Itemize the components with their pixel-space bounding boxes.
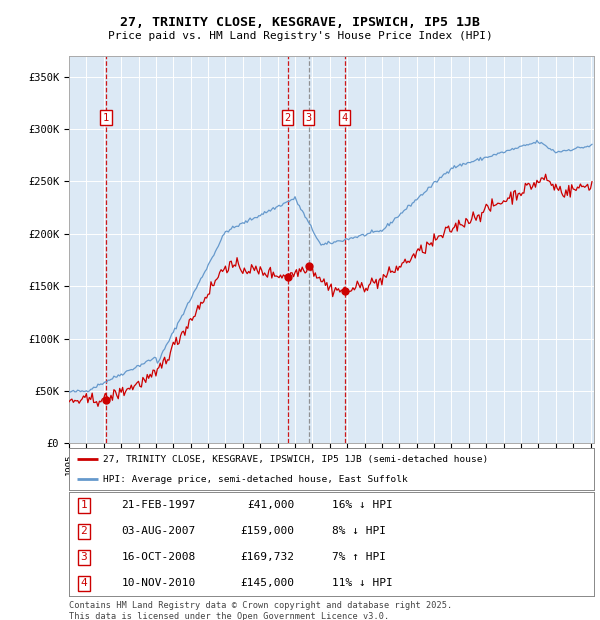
Text: 3: 3: [80, 552, 87, 562]
Text: £145,000: £145,000: [241, 578, 295, 588]
Text: 3: 3: [305, 113, 312, 123]
Text: 2: 2: [80, 526, 87, 536]
Text: 4: 4: [80, 578, 87, 588]
Text: 16% ↓ HPI: 16% ↓ HPI: [331, 500, 392, 510]
Text: £159,000: £159,000: [241, 526, 295, 536]
Text: HPI: Average price, semi-detached house, East Suffolk: HPI: Average price, semi-detached house,…: [103, 475, 408, 484]
Text: 16-OCT-2008: 16-OCT-2008: [121, 552, 196, 562]
Text: Price paid vs. HM Land Registry's House Price Index (HPI): Price paid vs. HM Land Registry's House …: [107, 31, 493, 41]
Text: 21-FEB-1997: 21-FEB-1997: [121, 500, 196, 510]
Text: 7% ↑ HPI: 7% ↑ HPI: [331, 552, 386, 562]
Text: 10-NOV-2010: 10-NOV-2010: [121, 578, 196, 588]
Text: £169,732: £169,732: [241, 552, 295, 562]
Text: 27, TRINITY CLOSE, KESGRAVE, IPSWICH, IP5 1JB (semi-detached house): 27, TRINITY CLOSE, KESGRAVE, IPSWICH, IP…: [103, 454, 488, 464]
Text: 8% ↓ HPI: 8% ↓ HPI: [331, 526, 386, 536]
Text: 11% ↓ HPI: 11% ↓ HPI: [331, 578, 392, 588]
Text: 1: 1: [80, 500, 87, 510]
Text: £41,000: £41,000: [248, 500, 295, 510]
Text: 27, TRINITY CLOSE, KESGRAVE, IPSWICH, IP5 1JB: 27, TRINITY CLOSE, KESGRAVE, IPSWICH, IP…: [120, 17, 480, 29]
Text: 1: 1: [103, 113, 109, 123]
Text: Contains HM Land Registry data © Crown copyright and database right 2025.
This d: Contains HM Land Registry data © Crown c…: [69, 601, 452, 620]
Text: 4: 4: [341, 113, 348, 123]
Text: 03-AUG-2007: 03-AUG-2007: [121, 526, 196, 536]
Text: 2: 2: [284, 113, 291, 123]
